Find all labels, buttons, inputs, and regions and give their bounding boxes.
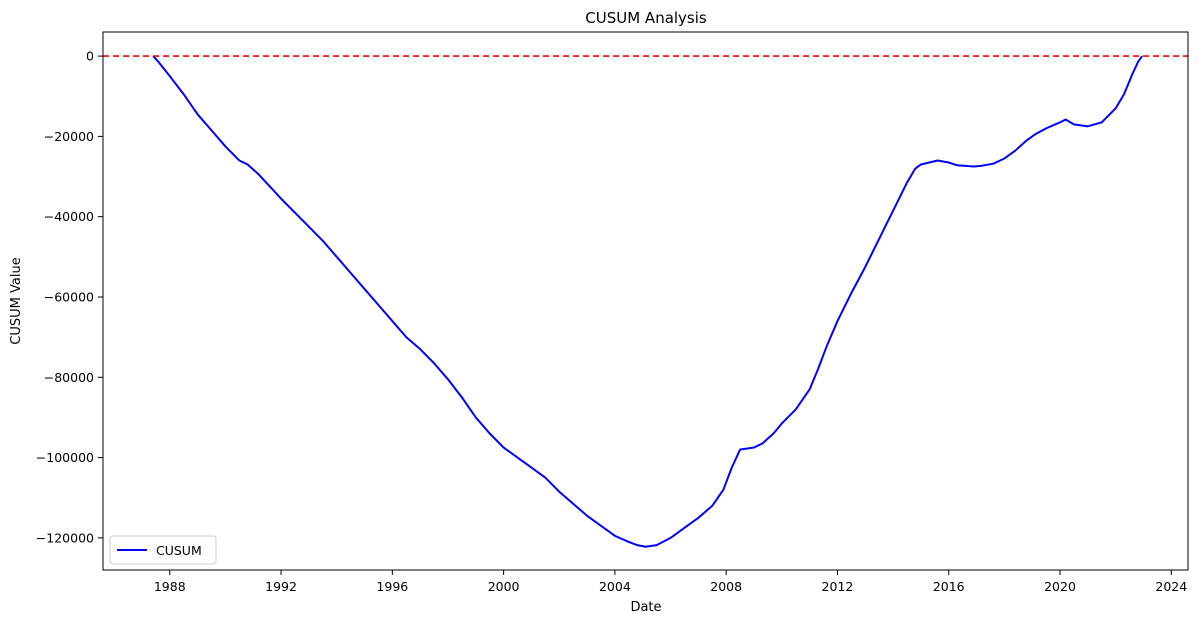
x-tick-label: 2020	[1044, 579, 1076, 594]
plot-frame	[102, 31, 1189, 571]
y-tick-label: −120000	[36, 530, 94, 545]
chart-title: CUSUM Analysis	[585, 9, 707, 27]
y-tick-label: −80000	[44, 370, 94, 385]
x-tick-label: 2000	[488, 579, 520, 594]
y-axis: 0 −20000 −40000 −60000 −80000 −100000 −120000	[36, 49, 103, 545]
y-tick-label: −100000	[36, 450, 94, 465]
legend-label-cusum: CUSUM	[156, 543, 202, 558]
y-tick-label: 0	[86, 49, 94, 64]
plot-area	[103, 55, 1188, 548]
series-line-cusum	[152, 55, 1143, 548]
legend-box	[109, 535, 217, 565]
y-tick-label: −60000	[44, 289, 94, 304]
x-tick-label: 1996	[376, 579, 408, 594]
x-tick-label: 2012	[822, 579, 854, 594]
x-axis-title: Date	[630, 600, 661, 615]
x-tick-label: 1992	[265, 579, 297, 594]
y-tick-label: −40000	[44, 209, 94, 224]
x-tick-label: 2024	[1155, 579, 1187, 594]
y-axis-title: CUSUM Value	[9, 257, 24, 344]
x-tick-label: 2008	[710, 579, 742, 594]
x-tick-label: 2004	[599, 579, 631, 594]
x-tick-label: 1988	[154, 579, 186, 594]
x-tick-label: 2016	[933, 579, 965, 594]
y-tick-label: −20000	[44, 129, 94, 144]
legend: CUSUM	[109, 535, 217, 565]
x-axis: 1988 1992 1996 2000 2004 2008 2012 2016 2020 2024	[154, 570, 1187, 594]
